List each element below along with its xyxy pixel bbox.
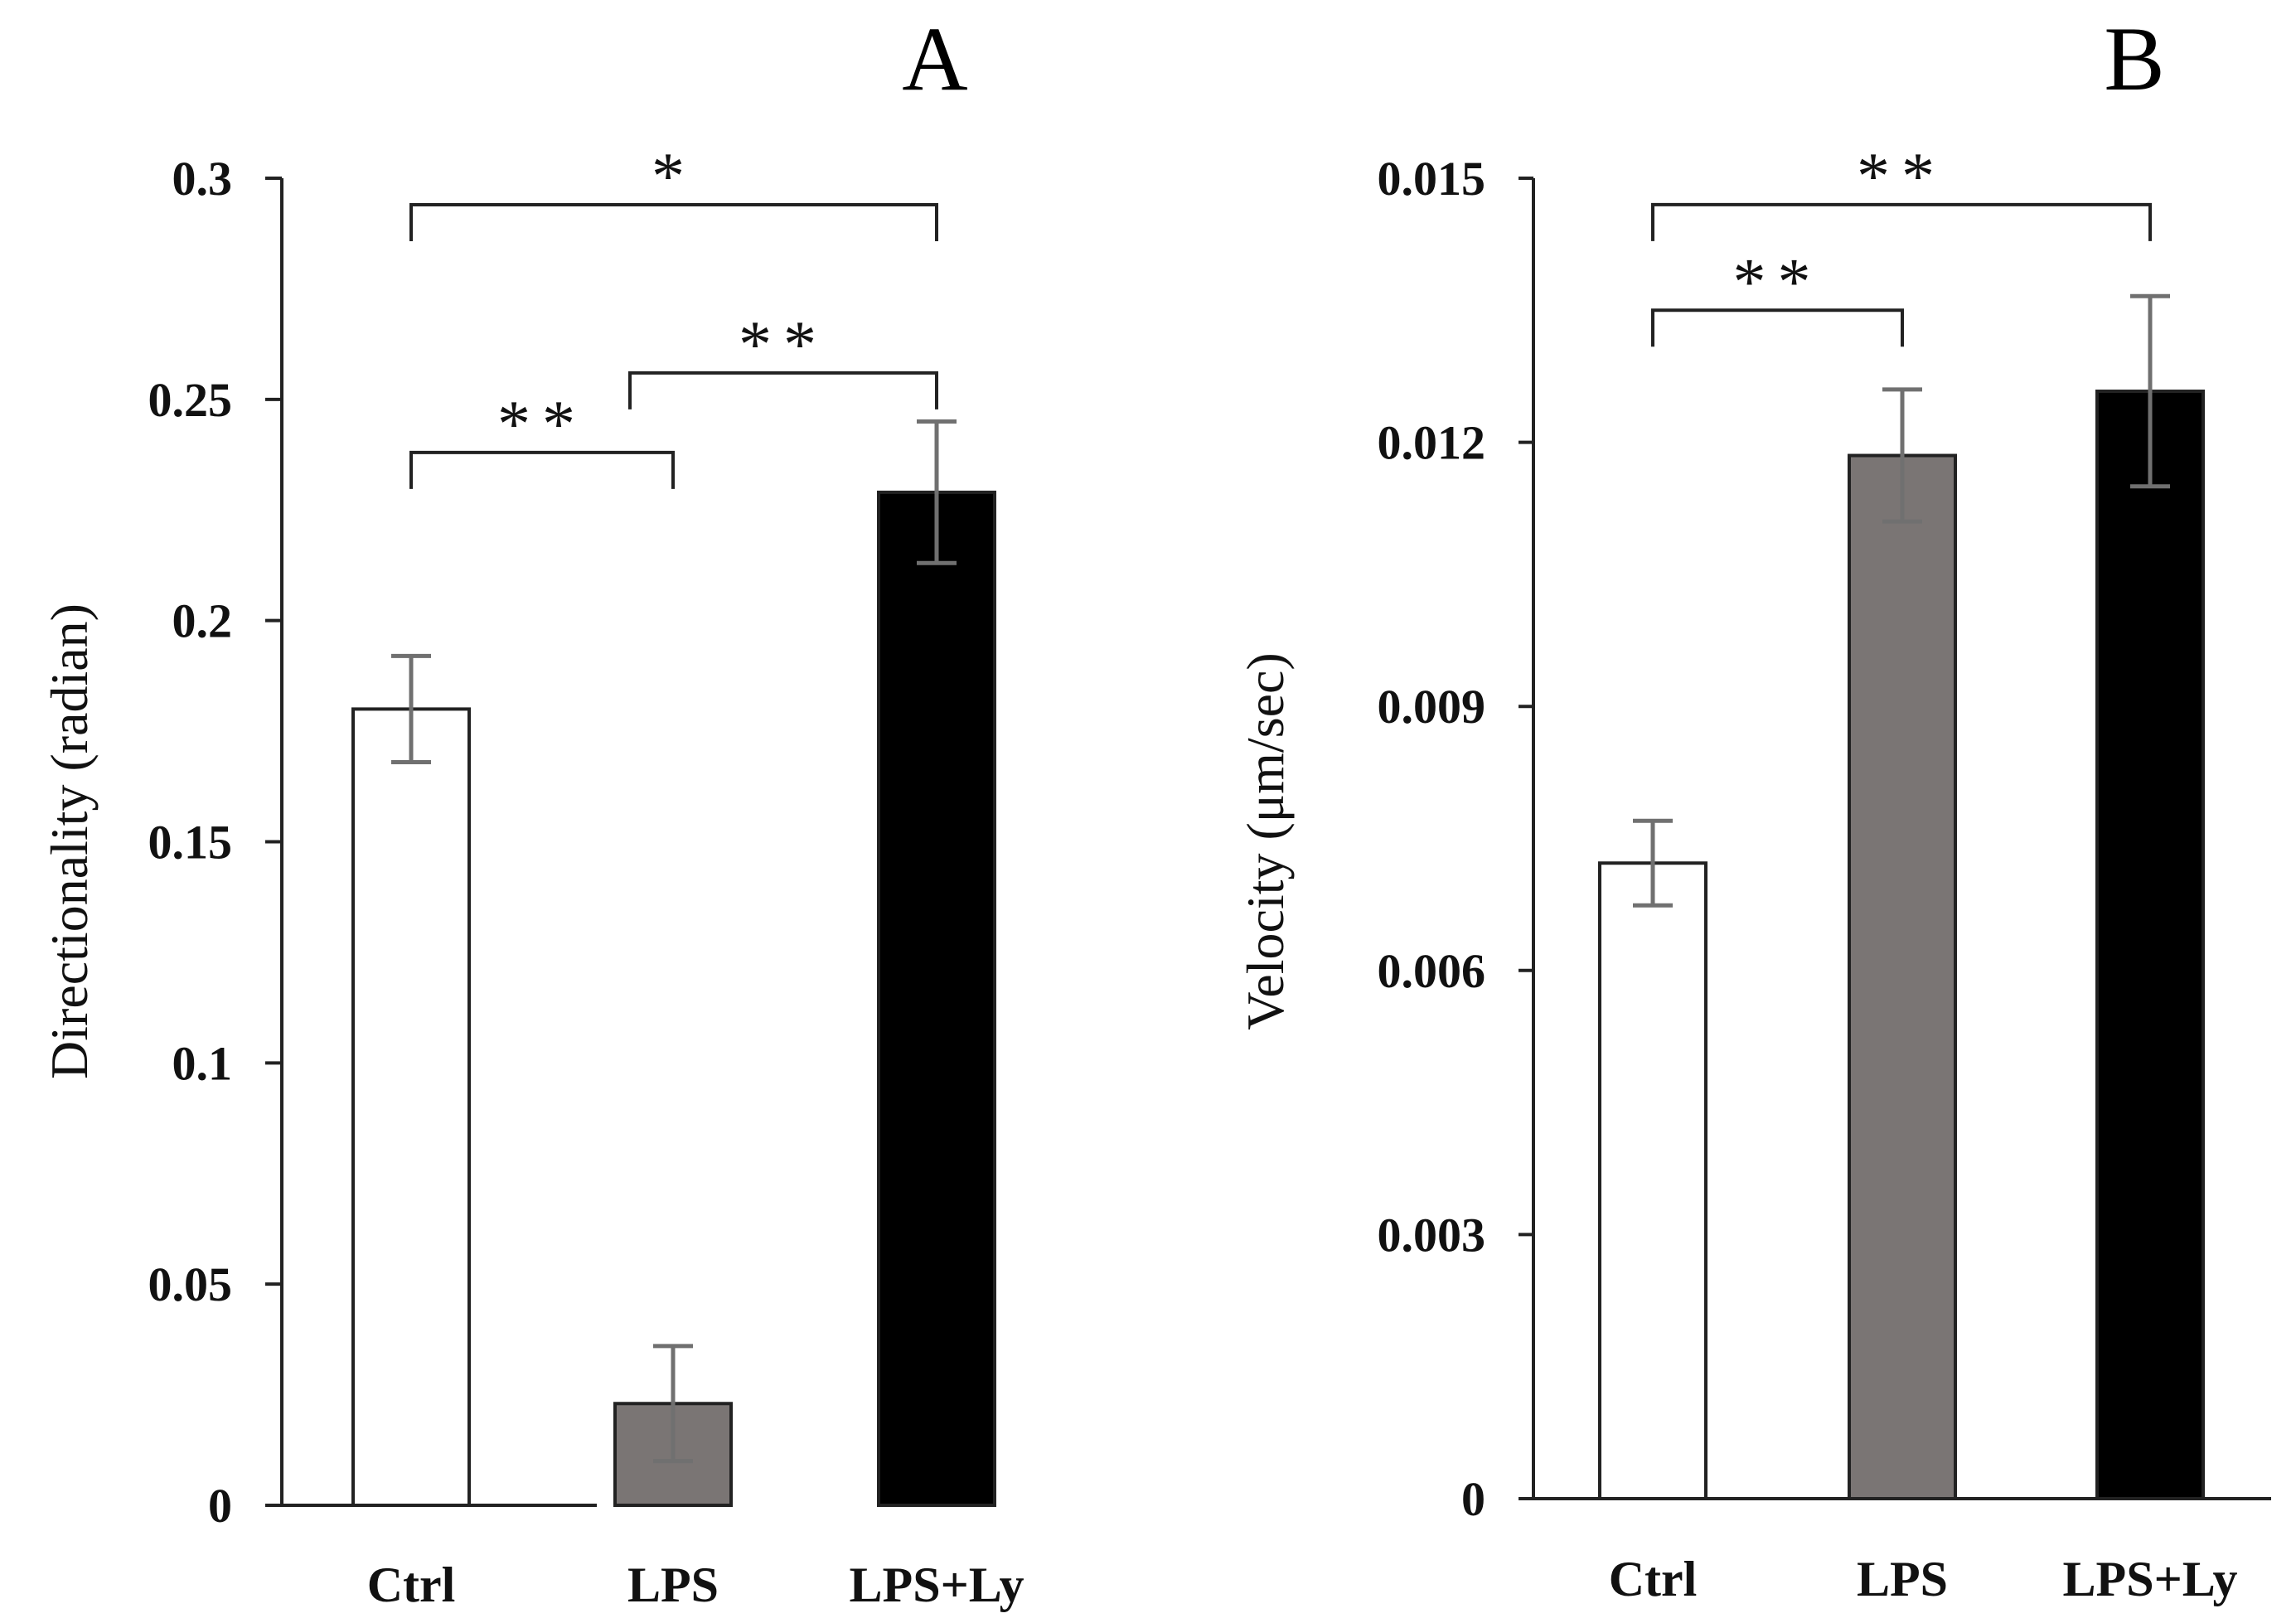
- x-category-label: LPS: [1857, 1552, 1948, 1606]
- y-tick-label: 0: [208, 1479, 232, 1533]
- significance-label: **: [1733, 245, 1823, 318]
- bar-ctrl: [351, 707, 471, 1507]
- significance-bracket: [628, 371, 938, 409]
- y-tick-label: 0.25: [148, 373, 233, 427]
- significance-bracket: [1651, 202, 2152, 241]
- significance-bracket: [1651, 308, 1904, 347]
- panel-a-chart: A 0 0.05 0.1 0.15 0.2 0.25 0.3 Directionality (r…: [40, 8, 1024, 1612]
- significance-bracket: [409, 450, 675, 489]
- x-category-label: Ctrl: [367, 1558, 456, 1612]
- y-tick-label: 0.012: [1378, 416, 1486, 470]
- x-category-label: LPS: [627, 1558, 719, 1612]
- significance-label: **: [739, 308, 828, 381]
- bar-lps-ly: [877, 490, 996, 1507]
- significance-bracket: [409, 203, 938, 242]
- significance-label: *: [652, 140, 696, 213]
- significance-label: **: [1857, 140, 1946, 213]
- y-tick-label: 0.015: [1378, 152, 1486, 206]
- bar-lps-ly: [2095, 390, 2205, 1500]
- bar-lps: [1848, 453, 1957, 1500]
- y-tick-label: 0.003: [1378, 1208, 1486, 1262]
- panel-label: B: [2104, 8, 2164, 109]
- y-axis-title: Directionality (radian): [40, 603, 99, 1079]
- y-tick-label: 0.3: [172, 152, 233, 206]
- y-tick-label: 0.006: [1378, 944, 1486, 998]
- panel-b-chart: B 0 0.003 0.006 0.009 0.012 0.015 Velocity (μm/…: [1236, 8, 2271, 1606]
- x-category-label: LPS+Ly: [850, 1558, 1024, 1612]
- y-tick-label: 0.2: [172, 594, 233, 648]
- y-tick-label: 0.1: [172, 1036, 233, 1090]
- bar-ctrl: [1598, 861, 1707, 1500]
- y-tick-label: 0.05: [148, 1257, 233, 1311]
- y-tick-label: 0.009: [1378, 680, 1486, 734]
- x-category-label: Ctrl: [1609, 1552, 1698, 1606]
- y-axis-title: Velocity (μm/sec): [1236, 652, 1295, 1030]
- significance-label: **: [497, 388, 587, 461]
- panel-label: A: [902, 8, 967, 109]
- y-tick-label: 0.15: [148, 816, 233, 870]
- x-category-label: LPS+Ly: [2063, 1552, 2238, 1606]
- y-tick-label: 0: [1461, 1472, 1485, 1526]
